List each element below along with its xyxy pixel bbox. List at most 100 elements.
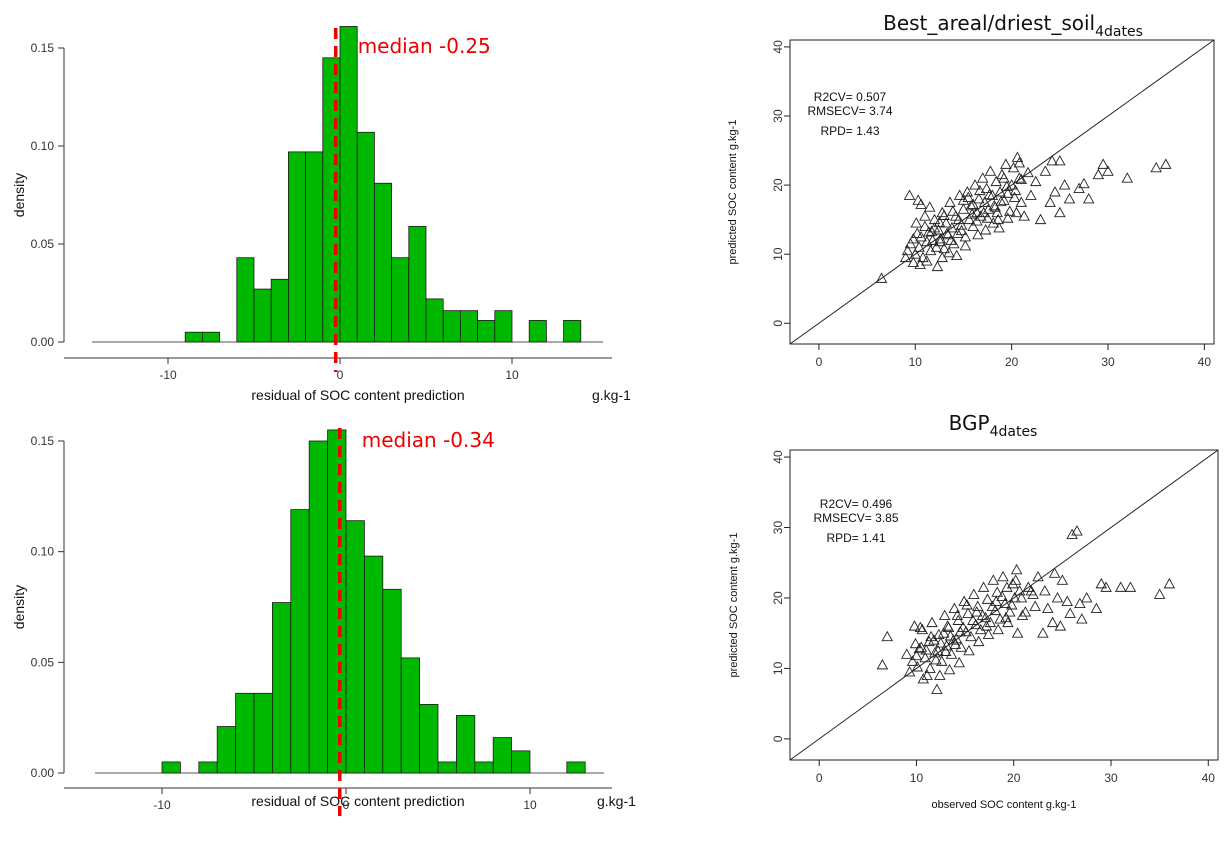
histogram-bar [253,288,272,343]
y-tick-label: 0.05 [31,237,55,251]
data-point [974,623,987,635]
data-point [949,638,962,649]
histogram-bar [235,692,255,774]
data-point [987,574,1000,585]
data-point [998,172,1010,183]
data-point [1051,592,1064,603]
data-point [1010,563,1023,575]
data-point [1049,186,1061,197]
data-point [903,189,916,200]
data-point [986,189,999,200]
data-point [982,203,995,214]
y-axis-label: predicted SOC content g.kg-1 [727,120,739,265]
data-point [981,212,994,223]
histogram-bar [305,151,324,343]
histogram-bar [216,726,236,774]
data-point [994,186,1006,197]
data-point [1048,567,1061,578]
chart-title-main: BGP [949,411,990,435]
data-point [1160,158,1172,169]
data-point [998,194,1010,205]
data-point [1013,584,1026,596]
data-point [914,621,927,632]
data-point [900,648,913,659]
data-point [919,210,931,221]
histogram-bar [253,692,273,774]
data-point [991,206,1003,218]
data-point [944,196,956,207]
data-point [934,235,947,247]
data-point [1114,581,1127,592]
y-tick-label: 0.10 [31,545,55,559]
data-point [959,239,972,251]
data-point [901,244,914,256]
data-point [950,632,963,644]
data-point [1009,574,1022,585]
histogram-bar [270,278,289,343]
histogram-bar [494,310,513,343]
y-tick-label: 20 [771,591,785,605]
data-point [980,182,993,193]
histogram-bar [287,151,306,343]
data-point [999,597,1011,609]
data-point [1029,175,1042,187]
data-point [1066,528,1078,539]
data-point [962,191,975,202]
data-point [923,201,936,212]
stats-text: RPD= 1.41 [826,531,885,545]
data-point [909,637,922,649]
histogram-bar [308,440,329,774]
data-point [979,224,992,235]
data-point [1013,172,1026,183]
x-axis-label: residual of SOC content prediction [251,387,464,403]
data-point [1015,592,1028,603]
x-tick-label: 10 [909,355,923,369]
data-point [976,172,989,183]
data-point [943,246,955,258]
data-point [993,222,1005,233]
y-tick-label: 0 [771,735,785,742]
one-to-one-line [789,39,1215,345]
data-point [931,683,943,694]
y-tick-label: 10 [771,247,785,261]
data-point [1046,616,1059,628]
data-point [1001,581,1013,592]
data-point [938,242,950,254]
data-point [969,179,981,190]
histogram-bar [184,331,203,343]
data-point [1150,161,1162,173]
x-tick-label: -10 [153,798,171,812]
data-point [926,616,938,628]
x-tick-label: 0 [337,368,344,382]
data-point [938,609,951,621]
data-point [973,192,985,204]
data-point [917,673,930,684]
data-point [1025,189,1037,200]
y-tick-label: 0.10 [31,139,55,153]
x-tick-label: 30 [1104,771,1118,785]
y-tick-label: 40 [771,40,785,54]
data-point [1163,577,1176,589]
histogram-bar [236,257,255,343]
data-point [910,217,923,228]
data-point [972,635,985,647]
data-point [933,628,945,640]
stats-text: R2CV= 0.496 [820,497,893,511]
x-tick-label: 40 [1202,771,1216,785]
data-point [1054,620,1067,631]
data-point [966,208,978,219]
data-point [963,644,975,656]
histogram-bar [459,310,478,343]
data-point [955,219,968,230]
data-point [1003,205,1016,216]
data-point [977,206,990,218]
data-point [1039,165,1052,176]
histogram-bar [492,737,513,774]
histogram-bar [528,320,547,343]
data-point [978,196,991,207]
data-point [1076,613,1088,624]
data-point [936,206,949,218]
data-point [1006,577,1019,589]
data-point [952,213,965,225]
